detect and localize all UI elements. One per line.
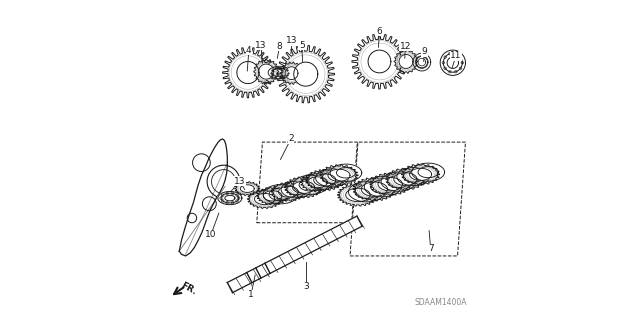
Polygon shape [444, 53, 462, 72]
Polygon shape [368, 50, 391, 73]
Polygon shape [353, 178, 396, 201]
Text: 1: 1 [248, 290, 254, 299]
Polygon shape [300, 173, 335, 192]
Text: FR.: FR. [179, 281, 198, 296]
Polygon shape [257, 187, 289, 204]
Polygon shape [263, 185, 298, 204]
Polygon shape [337, 167, 355, 178]
Polygon shape [284, 177, 323, 198]
Polygon shape [255, 193, 275, 204]
Polygon shape [240, 185, 254, 192]
Polygon shape [280, 62, 303, 84]
Polygon shape [269, 188, 292, 201]
Polygon shape [268, 66, 291, 79]
Polygon shape [235, 182, 260, 196]
Polygon shape [387, 175, 410, 188]
Polygon shape [381, 172, 416, 191]
Text: 8: 8 [276, 42, 282, 51]
Polygon shape [237, 62, 259, 84]
Polygon shape [415, 56, 428, 69]
Text: 13: 13 [234, 176, 245, 186]
Polygon shape [272, 68, 287, 77]
Polygon shape [294, 62, 318, 86]
Polygon shape [386, 168, 425, 190]
Polygon shape [346, 188, 370, 202]
Polygon shape [397, 167, 429, 186]
Text: SDAAM1400A: SDAAM1400A [415, 298, 467, 307]
Polygon shape [292, 181, 315, 193]
Polygon shape [322, 172, 342, 183]
Polygon shape [378, 177, 403, 191]
Text: 5: 5 [299, 41, 305, 49]
Polygon shape [320, 165, 358, 186]
Polygon shape [413, 53, 431, 71]
Polygon shape [370, 173, 411, 195]
Polygon shape [248, 190, 282, 208]
Text: 11: 11 [450, 51, 461, 60]
Polygon shape [221, 193, 239, 203]
Polygon shape [412, 163, 445, 181]
Polygon shape [337, 184, 378, 206]
Polygon shape [225, 195, 235, 201]
Polygon shape [293, 175, 328, 194]
Polygon shape [306, 169, 344, 190]
Polygon shape [271, 182, 305, 201]
Polygon shape [362, 182, 387, 197]
Polygon shape [364, 177, 401, 197]
Text: 10: 10 [205, 230, 217, 239]
Polygon shape [253, 59, 279, 84]
Polygon shape [348, 182, 385, 202]
Text: 13: 13 [287, 36, 298, 45]
Text: 12: 12 [400, 42, 411, 51]
Polygon shape [401, 164, 440, 185]
Polygon shape [328, 169, 350, 182]
Polygon shape [287, 184, 306, 195]
Text: 4: 4 [246, 46, 252, 55]
Polygon shape [447, 57, 458, 69]
Polygon shape [410, 168, 431, 181]
Polygon shape [418, 58, 426, 66]
Polygon shape [263, 191, 282, 201]
Polygon shape [330, 164, 362, 182]
Polygon shape [278, 186, 298, 197]
Polygon shape [299, 179, 322, 191]
Polygon shape [259, 64, 274, 79]
Text: 3: 3 [303, 282, 308, 291]
Text: 2: 2 [288, 134, 294, 144]
Polygon shape [316, 169, 348, 187]
Polygon shape [308, 177, 328, 188]
Polygon shape [281, 181, 312, 198]
Polygon shape [223, 47, 273, 98]
Text: 6: 6 [376, 27, 382, 36]
Polygon shape [352, 34, 407, 89]
Polygon shape [399, 55, 413, 69]
Polygon shape [314, 174, 336, 186]
Polygon shape [371, 180, 395, 193]
Polygon shape [285, 67, 298, 79]
Polygon shape [403, 171, 424, 182]
Polygon shape [227, 216, 362, 293]
Polygon shape [394, 50, 418, 73]
Polygon shape [418, 167, 438, 178]
Text: 7: 7 [428, 244, 433, 253]
Polygon shape [440, 50, 465, 75]
Polygon shape [355, 185, 379, 198]
Text: 9: 9 [422, 48, 428, 56]
Text: 13: 13 [255, 41, 267, 49]
Polygon shape [277, 45, 335, 103]
Polygon shape [394, 173, 417, 186]
Polygon shape [218, 191, 242, 205]
Polygon shape [416, 56, 428, 68]
